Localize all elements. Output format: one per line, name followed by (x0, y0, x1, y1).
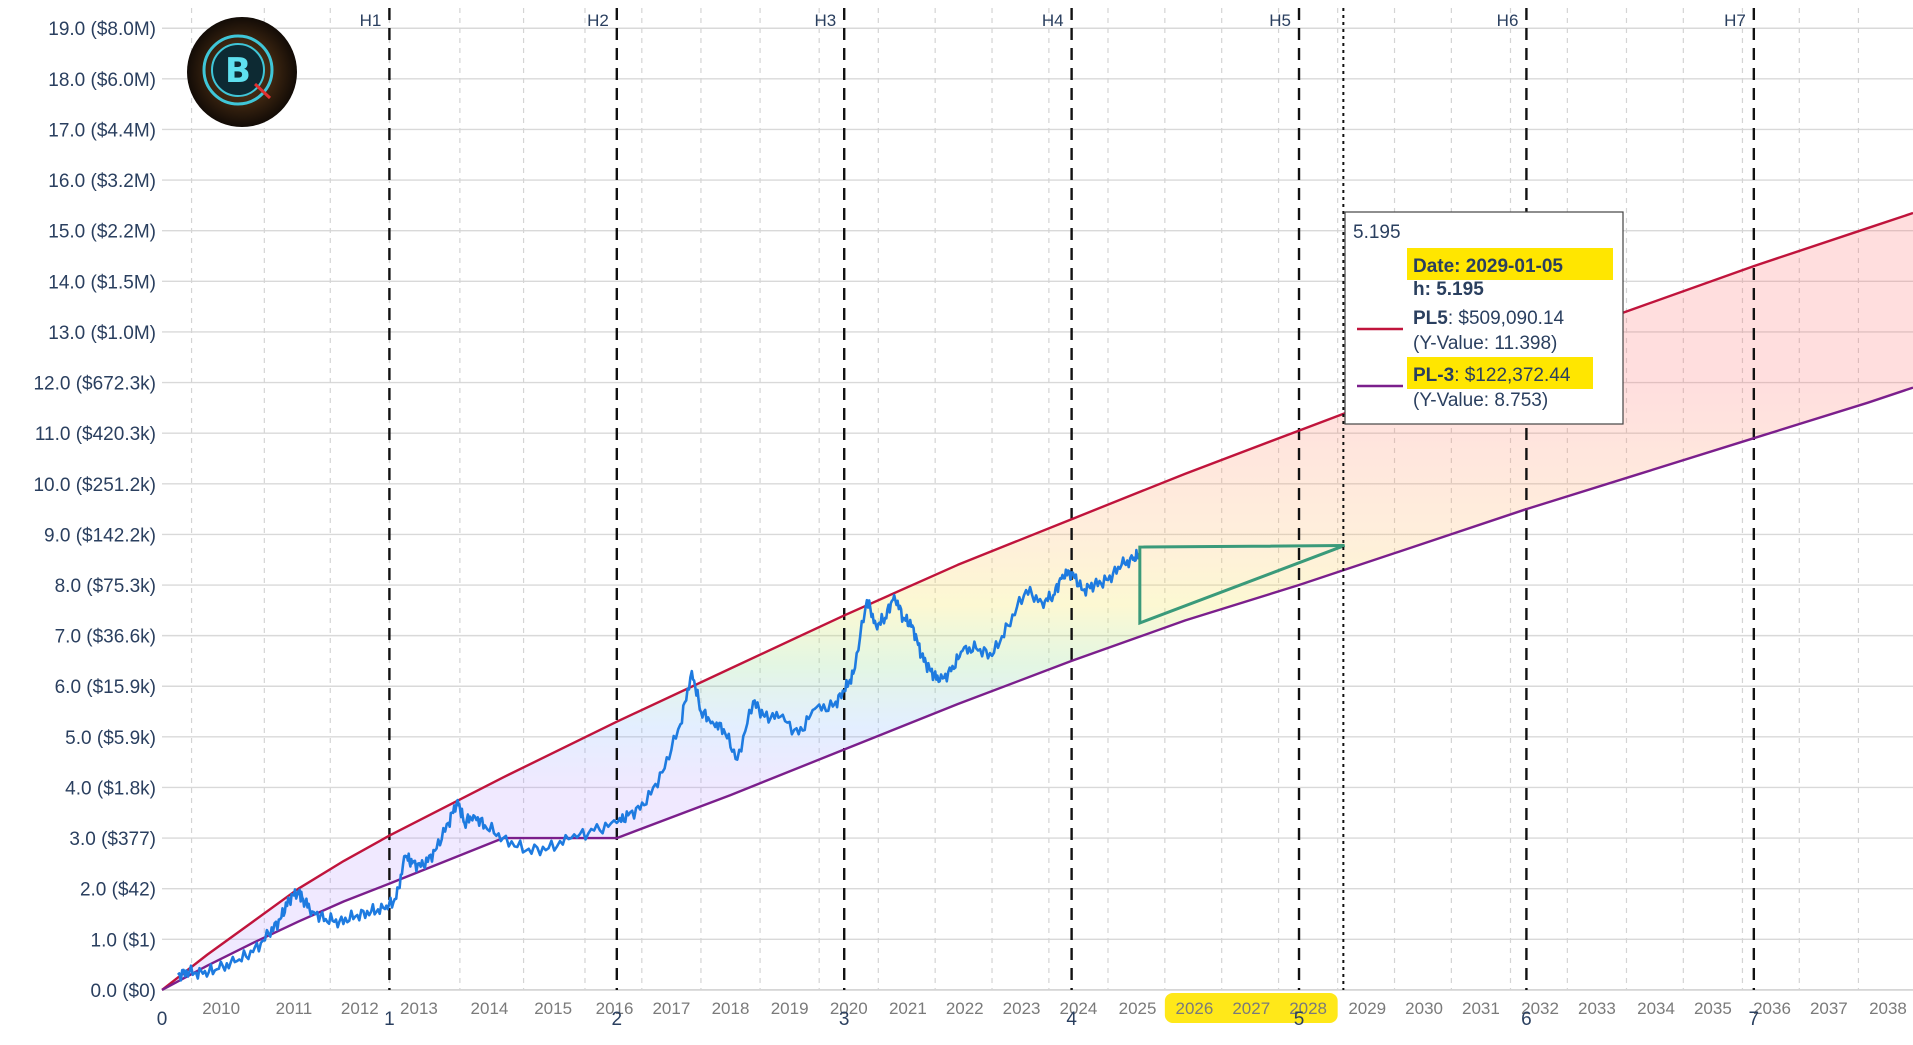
year-label: 2023 (1003, 999, 1041, 1018)
year-label: 2035 (1694, 999, 1732, 1018)
year-label: 2030 (1405, 999, 1443, 1018)
logo-accent (253, 82, 272, 100)
y-tick-label: 15.0 ($2.2M) (48, 222, 156, 243)
year-label: 2012 (341, 999, 379, 1018)
projection-triangle (1138, 544, 1346, 626)
tooltip-header: 5.195 (1353, 222, 1401, 243)
tooltip-pl3-yvalue: (Y-Value: 8.753) (1413, 390, 1548, 411)
y-tick-label: 3.0 ($377) (69, 829, 156, 850)
series-pl3-line (161, 386, 1913, 991)
y-tick-label: 11.0 ($420.3k) (35, 424, 156, 445)
year-label: 2036 (1753, 999, 1791, 1018)
y-tick-label: 19.0 ($8.0M) (48, 19, 156, 40)
logo-symbol: B (225, 51, 251, 91)
y-tick-label: 13.0 ($1.0M) (48, 323, 156, 344)
year-label: 2038 (1869, 999, 1907, 1018)
x-tick-label: 3 (839, 1009, 850, 1030)
tooltip-pl3: PL-3: $122,372.44 (1413, 365, 1571, 386)
year-label: 2029 (1348, 999, 1386, 1018)
y-tick-label: 9.0 ($142.2k) (44, 525, 156, 546)
year-label: 2037 (1810, 999, 1848, 1018)
series-price-line (176, 548, 1141, 982)
y-tick-label: 18.0 ($6.0M) (48, 70, 156, 91)
x-tick-label: 5 (1294, 1009, 1305, 1030)
tooltip-date-highlight (1407, 248, 1613, 280)
x-tick-label: 7 (1749, 1009, 1760, 1030)
tooltip-pl5: PL5: $509,090.14 (1413, 308, 1565, 329)
y-tick-label: 7.0 ($36.6k) (55, 627, 156, 648)
y-tick-label: 17.0 ($4.4M) (48, 120, 156, 141)
year-label: 2033 (1578, 999, 1616, 1018)
year-label: 2027 (1232, 999, 1270, 1018)
y-tick-label: 5.0 ($5.9k) (65, 728, 156, 749)
year-label: 2018 (712, 999, 750, 1018)
y-tick-label: 16.0 ($3.2M) (48, 171, 156, 192)
tooltip-pl5-yvalue: (Y-Value: 11.398) (1413, 333, 1557, 354)
y-tick-label: 0.0 ($0) (91, 981, 156, 1002)
y-tick-label: 10.0 ($251.2k) (33, 475, 156, 496)
year-label: 2026 (1175, 999, 1213, 1018)
halving-label: H2 (587, 11, 609, 30)
y-tick-label: 6.0 ($15.9k) (55, 677, 156, 698)
tooltip-h-value: h: 5.195 (1413, 279, 1484, 300)
year-label: 2034 (1637, 999, 1675, 1018)
halving-label: H3 (814, 11, 836, 30)
y-tick-label: 12.0 ($672.3k) (33, 374, 156, 395)
y-tick-label: 1.0 ($1) (91, 930, 156, 951)
year-label: 2028 (1289, 999, 1327, 1018)
year-label: 2011 (276, 999, 313, 1018)
year-label: 2015 (534, 999, 572, 1018)
y-tick-label: 4.0 ($1.8k) (65, 778, 156, 799)
year-label: 2032 (1521, 999, 1559, 1018)
y-tick-label: 14.0 ($1.5M) (48, 272, 156, 293)
tooltip-date: Date: 2029-01-05 (1413, 256, 1563, 277)
tooltip-pl3-highlight (1407, 357, 1593, 389)
x-tick-label: 1 (384, 1009, 395, 1030)
year-label: 2020 (830, 999, 868, 1018)
year-label: 2016 (596, 999, 634, 1018)
logo-ring (202, 34, 274, 106)
year-label: 2022 (946, 999, 984, 1018)
year-label: 2010 (202, 999, 240, 1018)
halving-label: H1 (360, 11, 382, 30)
x-tick-label: 4 (1066, 1009, 1077, 1030)
hover-tooltip: 5.195 Date: 2029-01-05h: 5.195 PL5: $509,0… (1344, 211, 1624, 425)
halving-label: H7 (1724, 11, 1746, 30)
logo-inner (211, 43, 265, 97)
year-label: 2021 (889, 999, 927, 1018)
year-label: 2017 (652, 999, 690, 1018)
y-tick-label: 8.0 ($75.3k) (55, 576, 156, 597)
year-label: 2024 (1060, 999, 1098, 1018)
bitcoin-logo-icon: B (187, 17, 297, 127)
year-label: 2013 (400, 999, 438, 1018)
logo: B (187, 17, 297, 127)
x-tick-label: 0 (157, 1009, 168, 1030)
halving-lines: H1 H2 H3 H4 H5 H6 H7 (360, 8, 1756, 990)
halving-label: H6 (1497, 11, 1519, 30)
halving-label: H4 (1042, 11, 1064, 30)
x-tick-label: 6 (1521, 1009, 1532, 1030)
year-highlight (1164, 992, 1338, 1023)
year-label: 2025 (1119, 999, 1157, 1018)
year-label: 2014 (471, 999, 509, 1018)
y-tick-label: 2.0 ($42) (80, 880, 156, 901)
year-label: 2019 (771, 999, 809, 1018)
halving-label: H5 (1269, 11, 1291, 30)
axis-labels: 0.0 ($0) 1.0 ($1) 2.0 ($42) 3.0 ($377) 4.0 (… (33, 19, 1906, 1030)
year-label: 2031 (1462, 999, 1500, 1018)
x-tick-label: 2 (612, 1009, 623, 1030)
